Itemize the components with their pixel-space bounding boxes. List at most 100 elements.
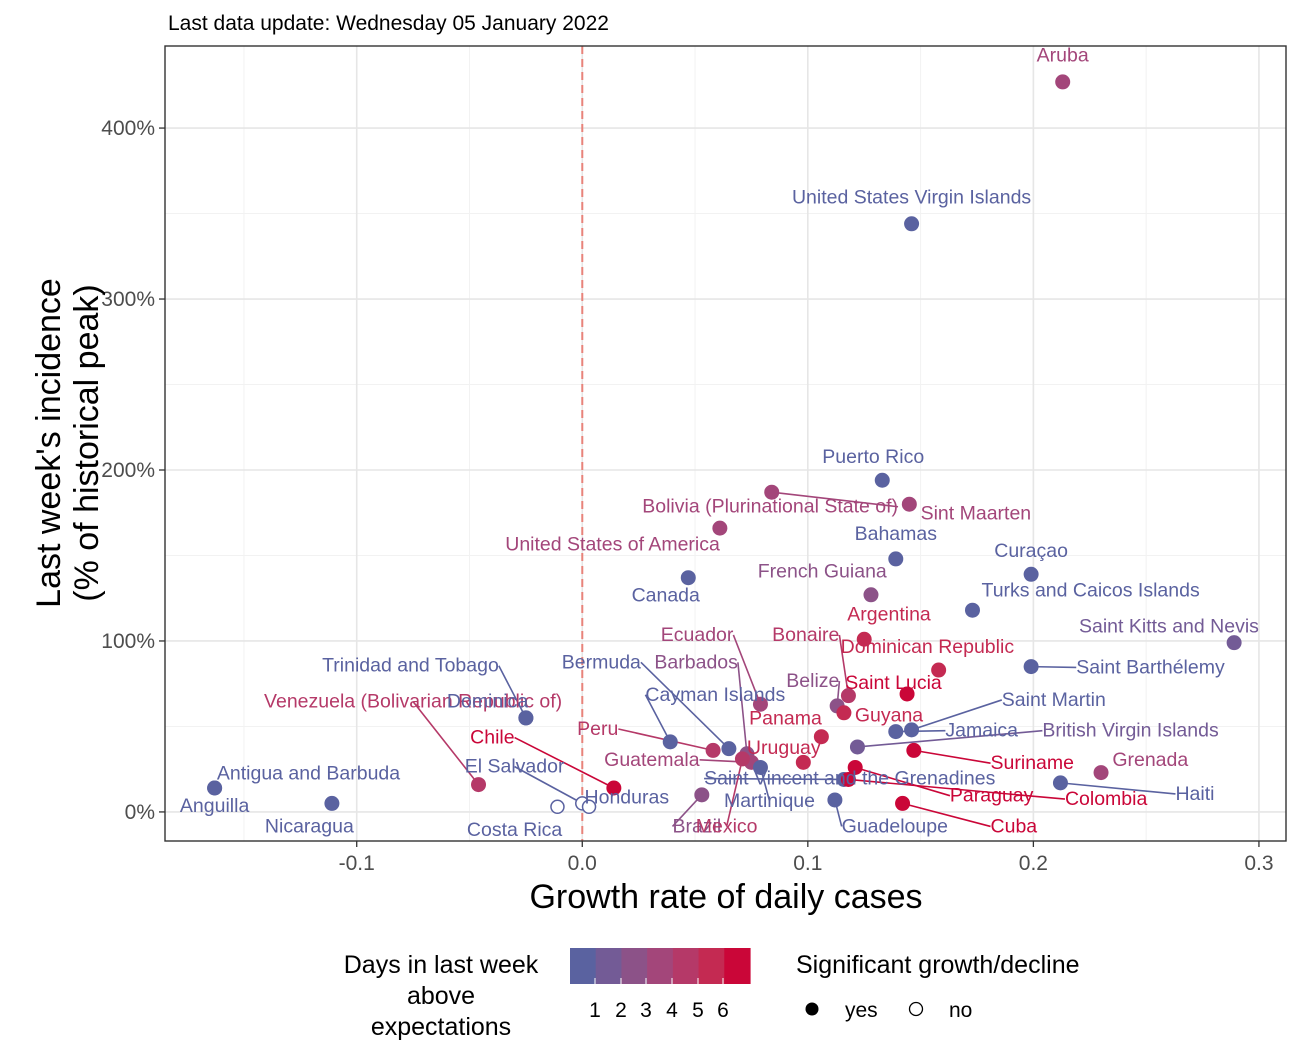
data-point [764,484,780,500]
data-point [1055,74,1071,90]
legend-color-step [570,948,597,984]
data-point [1226,635,1242,651]
data-point [849,739,865,755]
leader-line [514,765,583,805]
point-label: Saint Kitts and Nevis [1079,615,1259,637]
point-label: Jamaica [945,720,1018,742]
x-tick-label: 0.2 [1019,852,1048,875]
grid-minor [165,46,1286,841]
point-label: El Salvador [465,756,565,778]
y-tick-label: 400% [101,117,155,140]
legend-days-label: 6 [717,999,729,1022]
chart-subtitle: Last data update: Wednesday 05 January 2… [168,12,609,35]
point-label: Panama [749,708,822,730]
point-label: Curaçao [994,540,1068,562]
data-point [694,787,710,803]
leader-line [644,694,671,743]
data-point [734,751,750,767]
point-label: Brazil [672,815,721,837]
point-label: Cuba [991,815,1038,837]
point-label: Argentina [847,603,931,625]
data-point-hollow [581,799,597,815]
point-label: Paraguay [950,785,1034,807]
legend-sig-no-label: no [949,999,972,1022]
legend-sig-no-swatch [908,1001,924,1017]
x-tick-label: 0.1 [793,852,822,875]
point-label: Grenada [1112,749,1188,771]
point-label: Dominica [447,691,528,713]
point-label: Bonaire [772,624,839,646]
legend-days-label: 3 [640,999,652,1022]
point-label: Costa Rica [467,819,563,841]
leader-line [895,729,946,733]
leader-line [737,662,748,754]
x-axis-title: Growth rate of daily cases [529,878,922,916]
leader-line [911,699,1003,731]
point-label: Suriname [991,752,1074,774]
data-point [1023,566,1039,582]
legend-days-title-line1: Days in last week [344,951,539,979]
point-label: Ecuador [661,624,734,646]
point-label: Barbados [654,651,738,673]
data-point [901,496,917,512]
leader-line [514,736,615,789]
point-label: Honduras [585,786,670,808]
data-point [207,780,223,796]
legend-sig-title: Significant growth/decline [796,951,1080,979]
data-point [712,520,728,536]
legend-days-title-line3: expectations [371,1013,511,1041]
data-point [518,710,534,726]
x-tick-label: -0.1 [339,852,375,875]
point-label: Saint Martin [1002,689,1106,711]
data-point [1093,765,1109,781]
leader-line [640,661,730,750]
point-label: Haiti [1175,783,1214,805]
y-tick-label: 100% [101,630,155,653]
point-label: Peru [577,718,618,740]
data-point [827,792,843,808]
point-label: Turks and Caicos Islands [982,580,1200,602]
y-tick-label: 0% [125,801,155,824]
legend-days-label: 1 [589,999,601,1022]
point-label: Nicaragua [265,815,354,837]
legend-days-label: 2 [615,999,627,1022]
y-axis-ticks: 0% 100% 200% 300% 400% [101,117,165,824]
point-label: British Virgin Islands [1042,720,1219,742]
legend-sig-yes-label: yes [845,999,878,1022]
leader-line [854,766,951,797]
leader-line [1031,665,1077,669]
point-label: Guatemala [604,749,700,771]
data-point [888,724,904,740]
leader-line [771,491,899,508]
point-label: United States Virgin Islands [792,186,1031,208]
leader-line [913,749,991,764]
x-axis-ticks: -0.1 0.0 0.1 0.2 0.3 [339,841,1274,875]
data-point [752,759,768,775]
point-label: French Guiana [758,561,887,583]
data-point [662,734,678,750]
point-label: Cayman Islands [645,684,785,706]
plot-border [164,45,1287,842]
data-point [931,662,947,678]
legend-color-step [595,948,623,984]
x-tick-label: 0.3 [1244,852,1273,875]
data-point [904,216,920,232]
point-label: Trinidad and Tobago [322,655,499,677]
data-point [324,795,340,811]
data-point [680,570,696,586]
point-label: Guyana [855,704,923,726]
legend-color-step [698,948,725,984]
point-label: United States of America [505,533,720,555]
data-point [795,754,811,770]
leader-line [838,634,850,696]
leader-line [498,665,527,719]
legend-days-label: 4 [666,999,678,1022]
data-point [904,722,920,738]
point-label: Aruba [1037,44,1089,66]
point-label: Guadeloupe [842,815,948,837]
point-label: Sint Maarten [921,503,1032,525]
legend-color-bar [570,948,751,984]
leader-line [848,778,1066,800]
